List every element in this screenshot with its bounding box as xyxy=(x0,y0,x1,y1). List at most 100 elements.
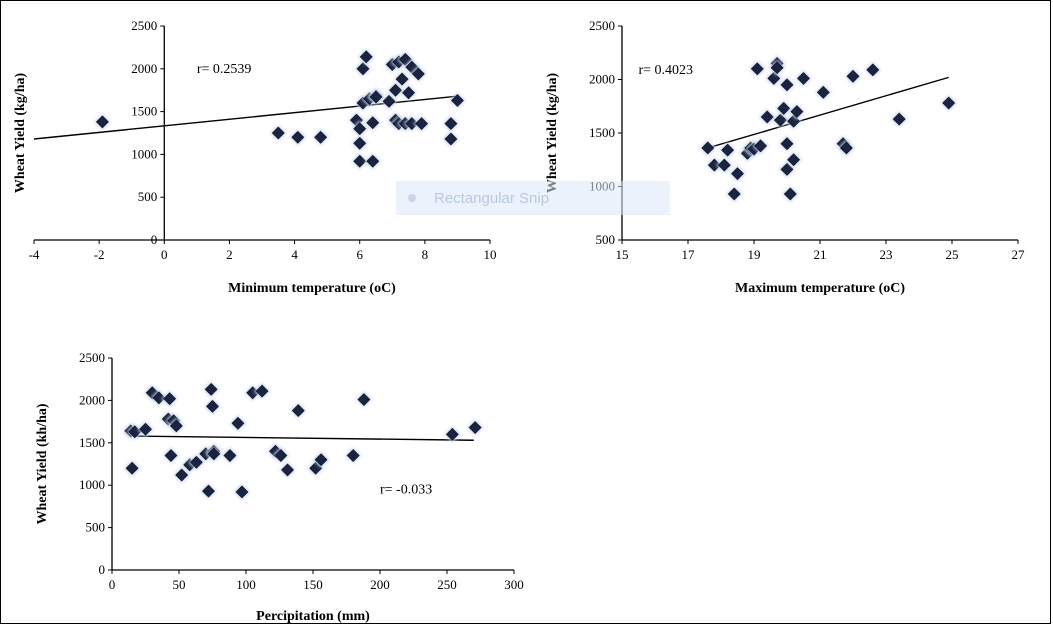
x-tick-label: 23 xyxy=(880,247,893,262)
data-point xyxy=(353,154,367,168)
data-point xyxy=(382,94,396,108)
data-point xyxy=(727,187,741,201)
y-tick-label: 1500 xyxy=(131,104,157,119)
data-point xyxy=(839,141,853,155)
data-point xyxy=(731,167,744,181)
data-point xyxy=(780,137,794,151)
data-point xyxy=(169,419,183,433)
data-point xyxy=(846,69,860,83)
y-tick-label: 2500 xyxy=(131,18,157,33)
x-tick-label: 200 xyxy=(370,577,390,592)
y-tick-label: 1500 xyxy=(589,125,615,140)
rectangular-snip-overlay[interactable]: Rectangular Snip xyxy=(396,181,670,215)
data-point xyxy=(402,86,415,100)
y-tick-label: 2500 xyxy=(589,18,615,33)
data-point xyxy=(866,63,880,77)
data-point xyxy=(760,110,774,124)
data-point xyxy=(175,468,189,482)
y-tick-label: 1000 xyxy=(79,477,105,492)
data-point xyxy=(95,115,109,129)
y-tick-label: 0 xyxy=(151,232,158,247)
y-tick-label: 500 xyxy=(596,232,616,247)
x-tick-label: 19 xyxy=(748,247,761,262)
y-tick-label: 500 xyxy=(86,520,106,535)
data-point xyxy=(369,90,383,104)
data-point xyxy=(415,117,429,131)
dot-icon xyxy=(408,194,416,202)
y-tick-label: 2500 xyxy=(79,350,105,365)
data-point xyxy=(444,117,458,131)
x-tick-label: -2 xyxy=(94,247,105,262)
data-point xyxy=(204,382,218,396)
x-tick-label: 2 xyxy=(226,247,233,262)
data-point xyxy=(366,116,380,130)
data-point xyxy=(816,85,830,99)
x-tick-label: -4 xyxy=(29,247,40,262)
data-point xyxy=(777,101,791,115)
x-axis-label: Percipitation (mm) xyxy=(256,609,370,624)
data-point xyxy=(164,449,178,462)
y-axis-label: Wheat Yield (kh/ha) xyxy=(35,403,50,524)
y-tick-label: 0 xyxy=(99,562,106,577)
y-tick-label: 1500 xyxy=(79,435,105,450)
min-temperature-chart: -4 -2 0 2 4 6 8 10 0 500 1000 1500 2000 2500 Minimum t… xyxy=(13,18,497,296)
data-point xyxy=(231,416,245,430)
data-point xyxy=(163,392,177,406)
data-point xyxy=(346,449,360,462)
y-tick-label: 2000 xyxy=(131,61,157,76)
y-tick-label: 2000 xyxy=(589,72,615,87)
correlation-annotation: r= 0.4023 xyxy=(639,63,694,78)
data-point xyxy=(892,112,906,126)
y-tick-label: 2000 xyxy=(79,392,105,407)
x-tick-label: 4 xyxy=(291,247,298,262)
data-point xyxy=(451,94,464,107)
data-point xyxy=(152,391,166,405)
data-point xyxy=(291,404,305,418)
data-point xyxy=(750,62,764,76)
x-tick-label: 21 xyxy=(814,247,827,262)
x-tick-label: 10 xyxy=(484,247,497,262)
data-point xyxy=(314,130,328,144)
x-tick-label: 0 xyxy=(109,577,116,592)
data-point xyxy=(468,421,482,434)
rectangular-snip-label: Rectangular Snip xyxy=(434,189,550,207)
data-point xyxy=(445,427,459,441)
data-point xyxy=(395,72,409,86)
data-point xyxy=(444,132,458,146)
x-axis-label: Minimum temperature (oC) xyxy=(228,281,396,296)
data-point xyxy=(139,422,152,436)
x-tick-label: 250 xyxy=(437,577,457,592)
data-point xyxy=(353,136,367,150)
x-tick-label: 15 xyxy=(616,247,629,262)
data-point xyxy=(189,455,203,469)
x-tick-label: 6 xyxy=(356,247,363,262)
data-point xyxy=(271,126,285,140)
data-point xyxy=(357,393,371,406)
max-temperature-chart: 151719212325275001000150020002500Maximum… xyxy=(545,18,1025,296)
data-point xyxy=(281,463,294,477)
precipitation-chart: 0 50 100 150 200 250 300 0 500 1000 1500 2000 2500 Pe… xyxy=(35,350,524,624)
x-tick-label: 100 xyxy=(236,577,256,592)
data-point xyxy=(780,162,794,176)
data-point xyxy=(202,484,215,498)
data-point xyxy=(770,61,784,75)
y-tick-label: 500 xyxy=(138,189,158,204)
data-point xyxy=(701,141,715,155)
data-point xyxy=(398,52,412,66)
data-point xyxy=(125,461,139,475)
correlation-annotation: r= -0.033 xyxy=(380,483,432,498)
data-point xyxy=(721,143,735,157)
y-axis-label: Wheat Yield (kg/ha) xyxy=(545,73,560,194)
data-point xyxy=(274,449,288,462)
data-point xyxy=(790,105,804,119)
data-point xyxy=(797,72,810,85)
data-point xyxy=(356,62,370,76)
data-point xyxy=(754,139,768,153)
data-point xyxy=(773,113,787,127)
x-tick-label: 8 xyxy=(422,247,429,262)
trend-line xyxy=(707,76,949,149)
data-point xyxy=(314,453,328,467)
data-point xyxy=(206,399,219,413)
